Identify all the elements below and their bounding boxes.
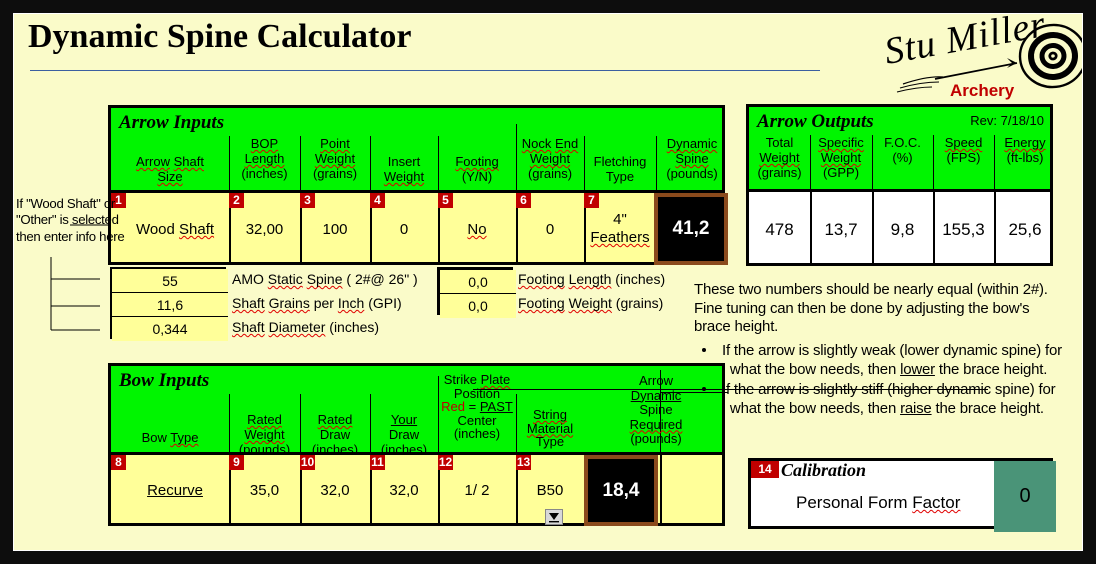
svg-text:Archery: Archery bbox=[950, 81, 1015, 100]
